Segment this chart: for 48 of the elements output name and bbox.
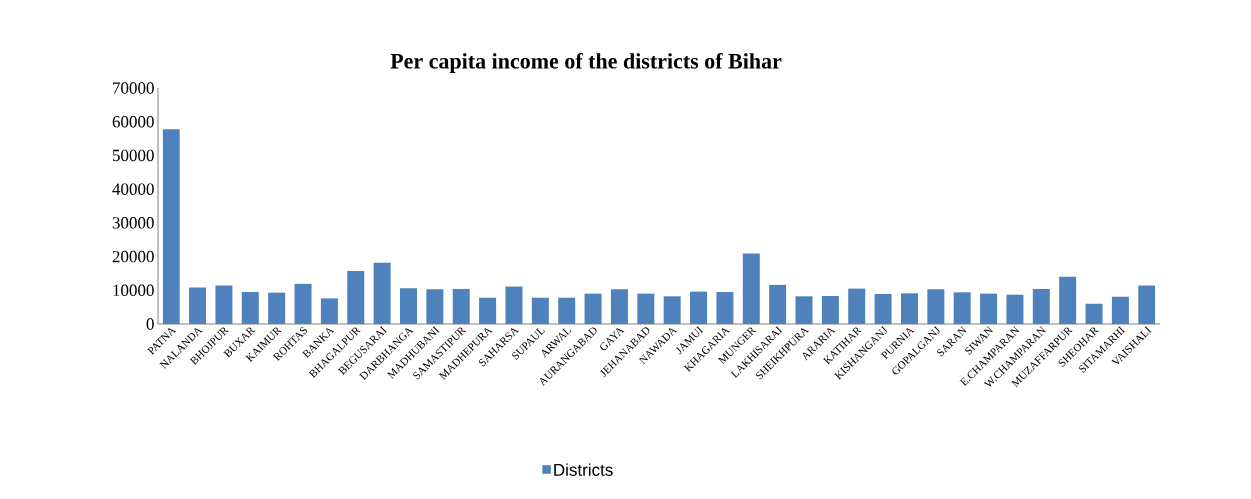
bar [347,271,365,324]
bar [690,291,708,324]
bar [1111,296,1129,324]
bar [953,292,971,324]
bar [716,291,734,324]
bar [505,286,523,324]
bar [874,293,892,324]
bar [294,283,312,324]
bar [1085,303,1103,324]
bar [1059,276,1077,324]
bar [610,289,628,324]
y-tick-label: 20000 [112,250,154,263]
y-tick-label: 10000 [113,284,154,297]
bar [1032,288,1050,324]
bar [241,291,259,324]
bar [927,289,945,324]
bar [268,292,286,324]
bar [795,296,813,324]
bar [769,284,787,324]
y-tick-label: 40000 [112,183,154,195]
y-tick-label: 60000 [112,115,154,128]
y-tick-label: 30000 [112,217,154,229]
chart-title: Per capita income of the districts of Bihar [390,52,782,74]
bar [189,287,207,324]
bar [980,293,998,324]
bar [821,296,839,324]
bar [479,297,497,324]
legend-label: Districts [554,463,613,476]
bar [426,289,444,324]
bar [320,298,338,324]
bar [848,288,866,324]
y-tick-label: 70000 [113,82,154,94]
bar [558,297,576,324]
bar [531,297,549,324]
y-tick-label: 50000 [112,149,154,162]
bar [637,293,655,324]
bar [399,288,417,324]
bar [1006,294,1024,324]
y-tick-label: 0 [146,318,154,330]
bar [162,129,180,324]
bar [584,293,602,324]
bar [742,253,760,324]
bar [900,293,918,324]
bar [663,296,681,324]
bar [215,285,233,324]
bar [373,262,391,324]
bar [1138,285,1156,324]
bar [452,288,470,324]
